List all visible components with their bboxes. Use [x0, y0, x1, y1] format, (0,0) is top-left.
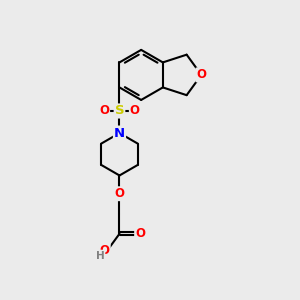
Text: O: O [115, 187, 124, 200]
Text: O: O [100, 244, 110, 257]
Text: H: H [96, 250, 104, 261]
Text: N: N [114, 127, 125, 140]
Text: O: O [135, 227, 145, 240]
Text: O: O [130, 104, 140, 118]
Text: S: S [115, 104, 124, 118]
Text: O: O [196, 68, 206, 81]
Text: O: O [99, 104, 109, 118]
